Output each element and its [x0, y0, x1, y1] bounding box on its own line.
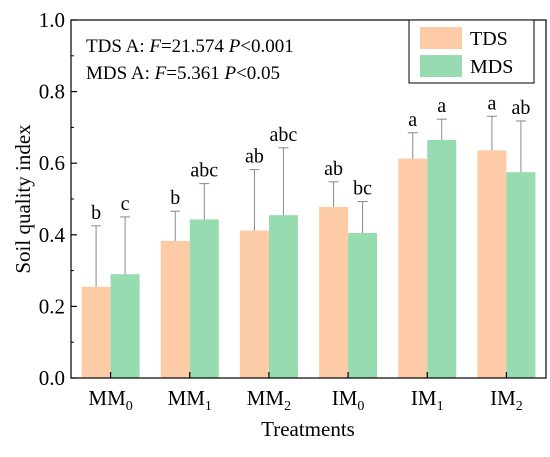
y-tick-label-2: 0.4 [39, 223, 66, 247]
y-tick-label-3: 0.6 [39, 151, 65, 175]
sig-letter-tds-5: a [487, 92, 496, 114]
x-tick-label-1: MM1 [168, 386, 212, 414]
sig-letter-mds-2: abc [270, 124, 298, 146]
sig-letter-mds-0: c [121, 193, 130, 215]
x-tick-label-2: MM2 [247, 386, 291, 414]
bar-tds-0 [81, 286, 111, 378]
legend-swatch-mds [420, 55, 462, 77]
legend-swatch-tds [420, 27, 462, 49]
bar-tds-1 [160, 240, 190, 378]
stat-annotation-tds: TDS A: F=21.574 P<0.001 [86, 36, 294, 57]
error-bars-layer [91, 115, 526, 287]
stat-annotations: TDS A: F=21.574 P<0.001 MDS A: F=5.361 P<… [86, 36, 294, 84]
x-tick-label-0: MM0 [88, 386, 132, 414]
legend: TDS MDS [408, 19, 535, 84]
bar-mds-1 [189, 219, 219, 378]
y-axis-label: Soil quality index [11, 124, 35, 274]
x-axis-label: Treatments [261, 417, 355, 441]
legend-label-tds: TDS [470, 28, 508, 50]
bars-layer [81, 139, 536, 378]
x-tick-label-4: IM1 [411, 386, 444, 414]
sig-letter-tds-4: a [408, 109, 417, 131]
x-tick-label-3: IM0 [332, 386, 365, 414]
sig-letter-mds-4: a [437, 95, 446, 117]
bar-tds-2 [239, 230, 269, 378]
sig-letter-tds-2: ab [245, 146, 264, 168]
bar-tds-4 [398, 158, 428, 378]
sig-letter-mds-3: bc [353, 178, 372, 200]
legend-label-mds: MDS [470, 56, 513, 78]
stat-annotation-mds: MDS A: F=5.361 P<0.05 [86, 63, 280, 84]
sig-letter-tds-3: ab [324, 158, 343, 180]
y-tick-label-5: 1.0 [39, 8, 65, 32]
x-tick-label-5: IM2 [490, 386, 523, 414]
bar-mds-2 [268, 215, 298, 378]
y-tick-label-0: 0.0 [39, 366, 65, 390]
bar-tds-3 [319, 206, 349, 378]
y-tick-label-4: 0.8 [39, 80, 65, 104]
bar-mds-4 [427, 139, 457, 378]
bar-mds-5 [506, 172, 536, 378]
sig-letter-mds-5: ab [511, 97, 530, 119]
sig-letter-mds-1: abc [190, 160, 218, 182]
sig-letter-tds-0: b [91, 202, 101, 224]
bar-mds-0 [110, 274, 140, 378]
sig-letter-tds-1: b [170, 187, 180, 209]
axes-layer: MM0 MM1 MM2 IM0 IM1 IM2 0.0 0.2 0.4 0.6 0.8 1.0 [39, 8, 523, 414]
bar-mds-3 [348, 233, 378, 378]
bar-tds-5 [477, 150, 507, 378]
y-tick-label-1: 0.2 [39, 294, 65, 318]
